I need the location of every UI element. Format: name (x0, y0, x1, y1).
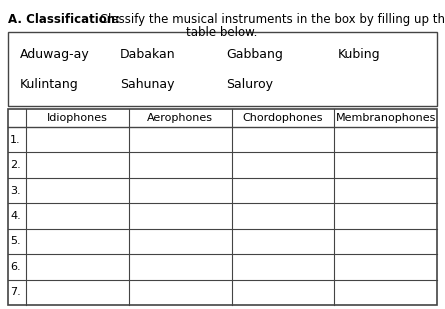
Text: Kulintang: Kulintang (20, 78, 79, 91)
Bar (8, 109, 437, 305)
Text: 6.: 6. (10, 262, 20, 272)
Text: Idiophones: Idiophones (47, 113, 108, 123)
Text: table below.: table below. (186, 26, 258, 39)
Text: Aduwag-ay: Aduwag-ay (20, 48, 90, 61)
Bar (8, 32, 437, 106)
Text: 1.: 1. (10, 135, 20, 145)
Text: 2.: 2. (10, 160, 21, 170)
Text: A. Classification:: A. Classification: (8, 13, 120, 26)
Text: Dabakan: Dabakan (120, 48, 176, 61)
Text: Gabbang: Gabbang (226, 48, 283, 61)
Text: Aerophones: Aerophones (147, 113, 213, 123)
Text: Sahunay: Sahunay (120, 78, 174, 91)
Text: 4.: 4. (10, 211, 21, 221)
Text: Classify the musical instruments in the box by filling up the: Classify the musical instruments in the … (96, 13, 445, 26)
Text: Kubing: Kubing (338, 48, 380, 61)
Text: 5.: 5. (10, 236, 20, 247)
Text: 3.: 3. (10, 186, 20, 196)
Text: 7.: 7. (10, 287, 21, 297)
Text: Membranophones: Membranophones (336, 113, 436, 123)
Text: Chordophones: Chordophones (243, 113, 323, 123)
Text: Saluroy: Saluroy (226, 78, 273, 91)
